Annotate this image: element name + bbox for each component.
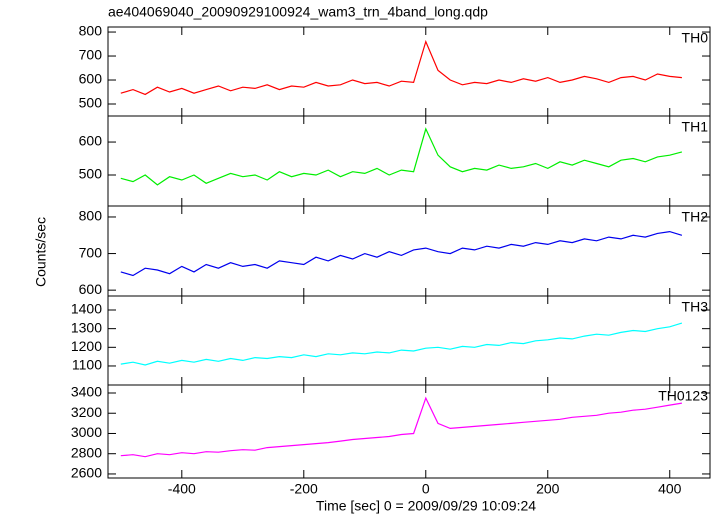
panel-label: TH2 bbox=[682, 209, 709, 225]
y-tick-label: 3200 bbox=[71, 404, 102, 420]
series-line bbox=[120, 39, 682, 96]
x-tick-label: -400 bbox=[168, 481, 196, 497]
series-line bbox=[120, 322, 683, 366]
panel-frame bbox=[107, 384, 711, 479]
y-tick-label: 800 bbox=[79, 23, 103, 39]
y-tick-label: 1200 bbox=[71, 338, 102, 354]
panel-label: TH0 bbox=[682, 30, 709, 46]
x-axis-label: Time [sec] 0 = 2009/09/29 10:09:24 bbox=[316, 498, 536, 514]
y-tick-label: 700 bbox=[79, 47, 103, 63]
series-line bbox=[120, 396, 682, 458]
panel-label: TH0123 bbox=[658, 388, 708, 404]
y-tick-label: 500 bbox=[79, 166, 103, 182]
panel-label: TH3 bbox=[682, 299, 709, 315]
y-tick-label: 1400 bbox=[71, 301, 102, 317]
x-tick-label: 200 bbox=[536, 481, 560, 497]
chart-title: ae404069040_20090929100924_wam3_trn_4ban… bbox=[108, 4, 488, 20]
y-tick-label: 1100 bbox=[72, 357, 102, 373]
y-tick-label: 500 bbox=[79, 95, 103, 111]
y-axis-label: Counts/sec bbox=[33, 217, 49, 287]
y-tick-label: 600 bbox=[79, 71, 103, 87]
y-tick-label: 2600 bbox=[71, 465, 102, 481]
panel-frame bbox=[107, 26, 711, 117]
y-tick-label: 600 bbox=[79, 133, 103, 149]
y-tick-label: 1300 bbox=[71, 319, 102, 335]
x-tick-label: -200 bbox=[290, 481, 318, 497]
y-tick-label: 3000 bbox=[71, 424, 102, 440]
y-tick-label: 600 bbox=[79, 281, 103, 297]
panel-label: TH1 bbox=[682, 119, 709, 135]
panel-frame bbox=[107, 205, 711, 297]
y-tick-label: 3400 bbox=[71, 384, 102, 400]
panel-frame bbox=[107, 295, 711, 386]
series-line bbox=[120, 127, 683, 186]
x-tick-label: 400 bbox=[658, 481, 682, 497]
series-line bbox=[120, 230, 683, 277]
x-tick-label: 0 bbox=[422, 481, 430, 497]
y-tick-label: 800 bbox=[79, 208, 103, 224]
y-tick-label: 2800 bbox=[71, 444, 102, 460]
y-tick-label: 700 bbox=[79, 244, 103, 260]
